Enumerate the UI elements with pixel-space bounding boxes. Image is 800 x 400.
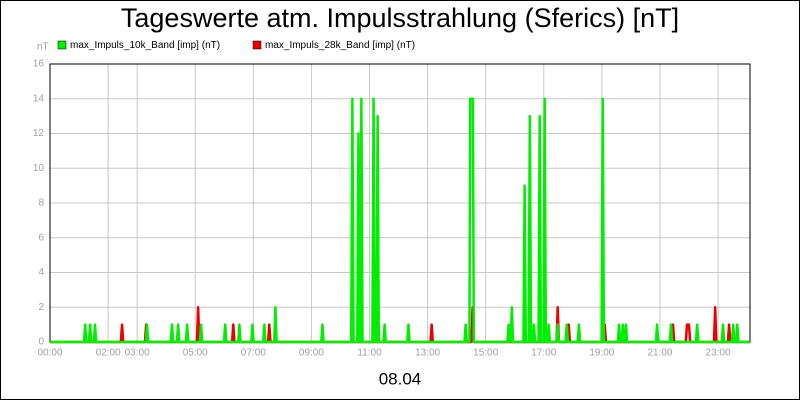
x-tick-label: 05:00	[183, 348, 208, 359]
legend-swatch	[252, 40, 262, 50]
y-tick-label: 10	[33, 163, 45, 174]
y-tick-label: 0	[38, 337, 44, 348]
x-tick-label: 19:00	[589, 348, 614, 359]
x-tick-label: 17:00	[531, 348, 556, 359]
legend-swatch	[57, 40, 67, 50]
y-tick-label: 6	[38, 232, 44, 243]
x-tick-label: 13:00	[415, 348, 440, 359]
x-tick-label: 11:00	[357, 348, 382, 359]
x-tick-label: 02:00	[96, 348, 121, 359]
legend-label: max_Impuls_28k_Band [imp] (nT)	[265, 40, 415, 51]
x-tick-label: 00:00	[37, 348, 62, 359]
y-axis-label: nT	[37, 42, 49, 53]
x-tick-label: 23:00	[706, 348, 731, 359]
chart-title: Tageswerte atm. Impulsstrahlung (Sferics…	[121, 3, 679, 33]
y-tick-label: 12	[33, 128, 45, 139]
x-axis-label: 08.04	[379, 369, 422, 388]
y-tick-label: 4	[38, 267, 44, 278]
legend-label: max_Impuls_10k_Band [imp] (nT)	[70, 40, 220, 51]
x-tick-label: 15:00	[473, 348, 498, 359]
y-tick-label: 2	[38, 302, 44, 313]
y-tick-label: 14	[33, 93, 45, 104]
y-tick-label: 16	[33, 59, 45, 70]
x-tick-label: 03:00	[125, 348, 150, 359]
x-tick-label: 21:00	[647, 348, 672, 359]
x-tick-label: 07:00	[241, 348, 266, 359]
x-tick-label: 09:00	[299, 348, 324, 359]
y-tick-label: 8	[38, 198, 44, 209]
data-line	[50, 97, 750, 344]
